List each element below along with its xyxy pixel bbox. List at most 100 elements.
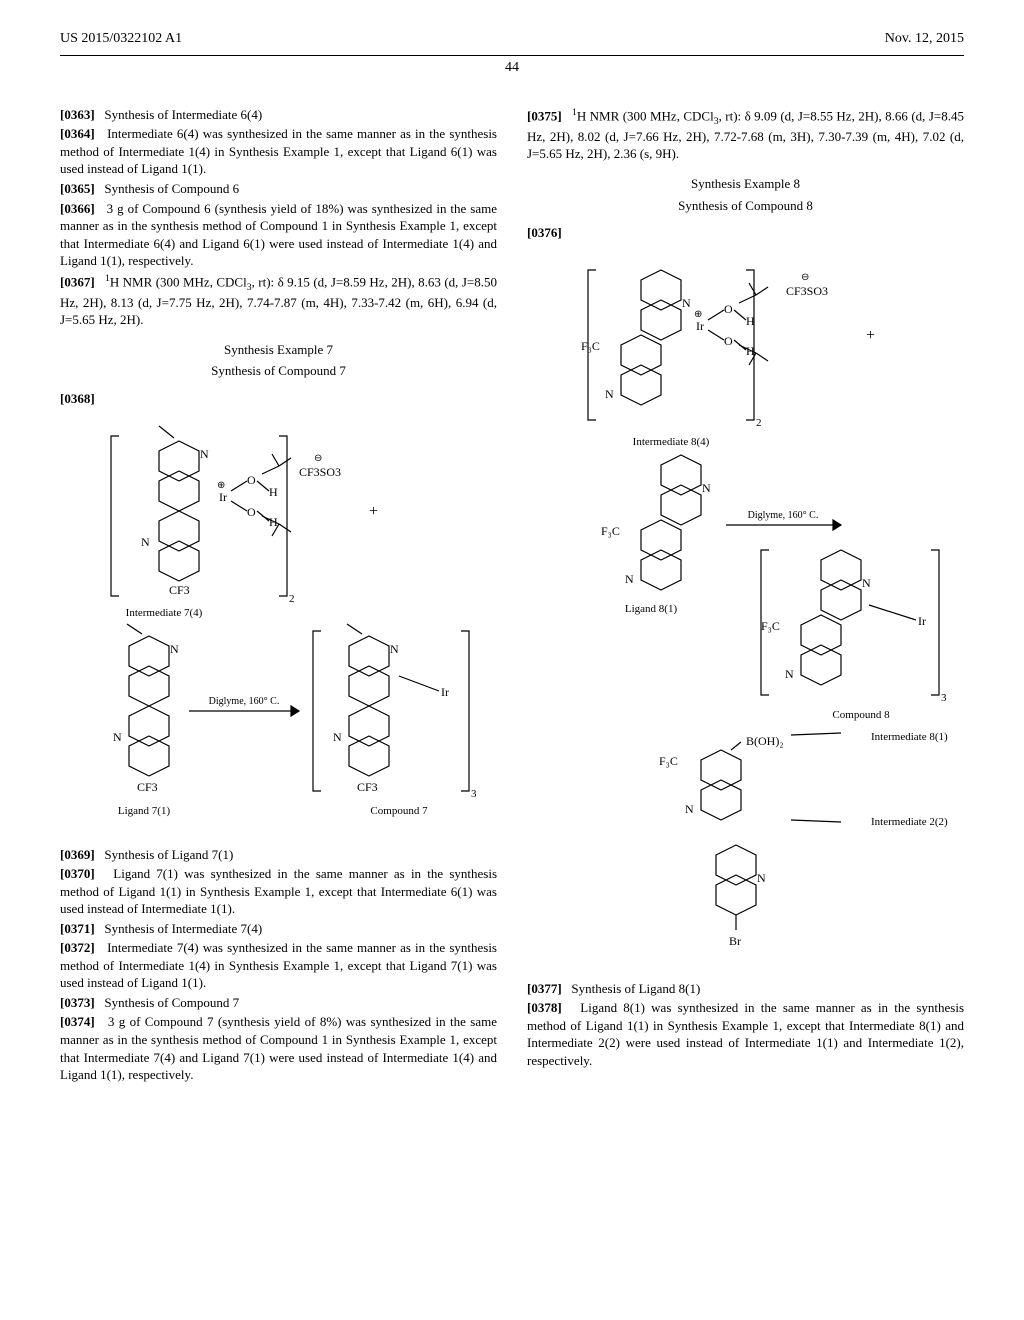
svg-text:O: O [247,473,256,487]
svg-text:N: N [685,802,694,816]
svg-text:⊕: ⊕ [694,309,702,320]
svg-text:H: H [746,314,755,328]
page-header: US 2015/0322102 A1 Nov. 12, 2015 [60,30,964,55]
para-num: [0374] [60,1014,95,1029]
svg-text:Compound 8: Compound 8 [832,709,890,721]
header-rule [60,55,964,56]
para-num: [0378] [527,1000,562,1015]
svg-text:Ligand 7(1): Ligand 7(1) [117,805,170,817]
para-0376: [0376] [527,224,964,242]
svg-text:N: N [785,667,794,681]
para-num: [0365] [60,181,95,196]
para-num: [0370] [60,866,95,881]
svg-text:2: 2 [289,593,295,605]
para-text: Synthesis of Compound 7 [104,995,239,1010]
svg-text:N: N [702,481,711,495]
para-text: Intermediate 7(4) was synthesized in the… [60,940,497,990]
para-num: [0371] [60,921,95,936]
svg-text:CF3SO3: CF3SO3 [786,284,828,298]
svg-text:Ir: Ir [219,490,227,504]
para-0367: [0367] 1H NMR (300 MHz, CDCl3, rt): δ 9.… [60,272,497,329]
nmr-h: H NMR (300 MHz, CDCl [110,274,247,289]
svg-text:O: O [247,505,256,519]
para-0364: [0364] Intermediate 6(4) was synthesized… [60,125,497,178]
svg-text:Br: Br [729,934,741,948]
svg-text:Intermediate 8(4): Intermediate 8(4) [632,436,709,448]
svg-text:3: 3 [471,788,477,800]
svg-text:CF3SO3: CF3SO3 [299,465,341,479]
two-column-body: [0363] Synthesis of Intermediate 6(4) [0… [60,106,964,1086]
svg-text:Diglyme, 160° C.: Diglyme, 160° C. [747,510,818,521]
para-0375: [0375] 1H NMR (300 MHz, CDCl3, rt): δ 9.… [527,106,964,163]
para-num: [0363] [60,107,95,122]
svg-text:⊖: ⊖ [314,453,322,464]
para-num: [0376] [527,225,562,240]
svg-text:O: O [724,334,733,348]
svg-text:N: N [170,642,179,656]
svg-text:B(OH)₂: B(OH)₂ [746,734,784,748]
svg-text:Intermediate 2(2): Intermediate 2(2) [871,816,948,828]
svg-text:N: N [333,730,342,744]
para-0366: [0366] 3 g of Compound 6 (synthesis yiel… [60,200,497,270]
para-0372: [0372] Intermediate 7(4) was synthesized… [60,939,497,992]
para-0365: [0365] Synthesis of Compound 6 [60,180,497,198]
svg-text:H: H [269,485,278,499]
para-0378: [0378] Ligand 8(1) was synthesized in th… [527,999,964,1069]
nmr-h: H NMR (300 MHz, CDCl [577,108,714,123]
para-text: 3 g of Compound 7 (synthesis yield of 8%… [60,1014,497,1082]
scheme-8: N N F₃C Ir ⊕ O O H H [527,250,964,970]
para-text: Synthesis of Ligand 7(1) [104,847,233,862]
svg-text:F₃C: F₃C [761,619,780,633]
svg-text:+: + [866,327,875,344]
svg-text:Ir: Ir [441,685,449,699]
para-0370: [0370] Ligand 7(1) was synthesized in th… [60,865,497,918]
svg-text:Intermediate 8(1): Intermediate 8(1) [871,731,948,743]
svg-text:N: N [757,871,766,885]
svg-text:O: O [724,302,733,316]
scheme-8-svg: N N F₃C Ir ⊕ O O H H [531,250,961,970]
example-8-subtitle: Synthesis of Compound 8 [527,197,964,215]
para-text: Synthesis of Ligand 8(1) [571,981,700,996]
para-text: Synthesis of Intermediate 7(4) [104,921,262,936]
example-7-subtitle: Synthesis of Compound 7 [60,362,497,380]
para-num: [0368] [60,391,95,406]
para-0363: [0363] Synthesis of Intermediate 6(4) [60,106,497,124]
svg-text:N: N [605,387,614,401]
publication-date: Nov. 12, 2015 [885,30,964,49]
example-8-title: Synthesis Example 8 [527,175,964,193]
para-0374: [0374] 3 g of Compound 7 (synthesis yiel… [60,1013,497,1083]
para-text: Synthesis of Intermediate 6(4) [104,107,262,122]
svg-text:Ligand 8(1): Ligand 8(1) [624,603,677,615]
svg-text:N: N [625,572,634,586]
para-0371: [0371] Synthesis of Intermediate 7(4) [60,920,497,938]
publication-number: US 2015/0322102 A1 [60,30,182,49]
svg-text:⊕: ⊕ [217,480,225,491]
svg-text:N: N [390,642,399,656]
para-text: Intermediate 6(4) was synthesized in the… [60,126,497,176]
svg-text:N: N [141,535,150,549]
para-text: 3 g of Compound 6 (synthesis yield of 18… [60,201,497,269]
para-num: [0367] [60,274,95,289]
svg-text:N: N [862,576,871,590]
para-num: [0364] [60,126,95,141]
scheme-7-svg: N N CF3 Ir ⊕ O O H H [69,416,489,836]
page-number: 44 [60,59,964,78]
svg-text:N: N [113,730,122,744]
svg-text:Ir: Ir [696,319,704,333]
svg-text:Ir: Ir [918,614,926,628]
para-text: Ligand 7(1) was synthesized in the same … [60,866,497,916]
svg-text:3: 3 [941,692,947,704]
svg-text:F₃C: F₃C [659,754,678,768]
para-0377: [0377] Synthesis of Ligand 8(1) [527,980,964,998]
para-num: [0373] [60,995,95,1010]
svg-text:Intermediate 7(4): Intermediate 7(4) [125,607,202,619]
para-text: Synthesis of Compound 6 [104,181,239,196]
svg-text:N: N [200,447,209,461]
para-num: [0375] [527,108,562,123]
svg-text:CF3: CF3 [169,583,190,597]
svg-text:+: + [369,503,378,520]
svg-text:F₃C: F₃C [601,524,620,538]
svg-text:CF3: CF3 [137,780,158,794]
para-num: [0369] [60,847,95,862]
svg-text:N: N [682,296,691,310]
